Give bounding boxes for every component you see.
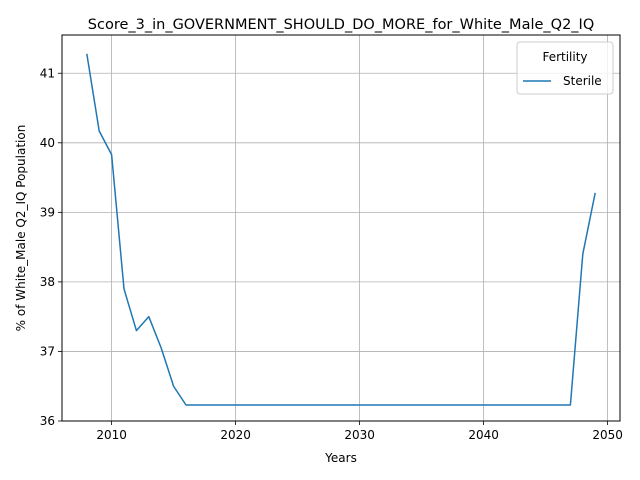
y-tick-label: 41	[40, 66, 55, 80]
y-tick-label: 40	[40, 136, 55, 150]
x-tick-label: 2030	[344, 428, 375, 442]
plot-frame	[61, 34, 621, 422]
series-line-sterile	[86, 53, 596, 406]
x-tick-label: 2040	[468, 428, 499, 442]
y-tick-label: 36	[40, 414, 55, 428]
y-axis-label: % of White_Male Q2_IQ Population	[14, 125, 28, 332]
y-tick-label: 38	[40, 275, 55, 289]
legend-label-sterile: Sterile	[563, 74, 602, 88]
y-tick-label: 37	[40, 344, 55, 358]
y-axis: 36 37 38 39 40 41	[40, 66, 62, 428]
legend: Fertility Sterile	[516, 41, 614, 95]
x-axis-label: Years	[324, 451, 357, 465]
x-tick-label: 2010	[96, 428, 127, 442]
x-tick-label: 2020	[220, 428, 251, 442]
plot-lines	[86, 53, 596, 406]
chart-title: Score_3_in_GOVERNMENT_SHOULD_DO_MORE_for…	[88, 17, 594, 33]
x-tick-label: 2050	[592, 428, 623, 442]
legend-title: Fertility	[542, 50, 587, 64]
x-axis: 2010 2020 2030 2040 2050	[96, 421, 623, 442]
y-tick-label: 39	[40, 205, 55, 219]
